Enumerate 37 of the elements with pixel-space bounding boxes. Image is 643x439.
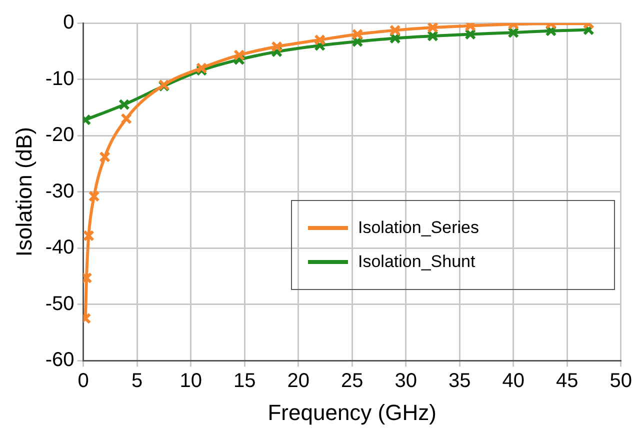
y-tick-label: -10: [45, 68, 74, 90]
x-tick-label: 25: [340, 370, 364, 392]
x-tick-label: 10: [180, 370, 202, 392]
y-tick-label: -40: [45, 236, 74, 259]
point: [99, 151, 111, 163]
point: [83, 230, 94, 242]
x-tick-label: 50: [610, 370, 632, 392]
x-tick-label: 5: [132, 370, 143, 392]
x-tick-label: 15: [233, 370, 256, 392]
x-tick-label: 20: [287, 370, 310, 392]
legend-label: Isolation_Series: [358, 218, 479, 238]
point: [314, 34, 326, 46]
y-tick-label: -20: [45, 124, 74, 146]
y-tick-label: -30: [45, 180, 74, 202]
point: [426, 30, 438, 42]
point: [271, 40, 283, 52]
point: [233, 49, 245, 61]
x-tick-label: 45: [556, 370, 578, 392]
y-tick-label: -60: [45, 349, 74, 372]
point: [389, 24, 401, 36]
point: [352, 28, 364, 40]
point: [196, 62, 208, 74]
x-tick-label: 40: [502, 370, 524, 392]
x-tick-label: 35: [448, 370, 471, 392]
point: [118, 98, 130, 110]
y-axis-title: Isolation (dB): [11, 126, 36, 257]
point: [508, 26, 520, 38]
x-tick-label: 30: [394, 370, 417, 392]
point: [120, 112, 132, 124]
point: [426, 23, 438, 34]
x-axis-title: Frequency (GHz): [268, 400, 436, 425]
y-tick-label: -50: [45, 292, 74, 315]
point: [88, 190, 100, 202]
x-tick-label: 0: [78, 370, 89, 392]
point: [464, 28, 476, 40]
y-tick-label: 0: [63, 12, 74, 34]
legend-label: Isolation_Shunt: [358, 252, 476, 272]
